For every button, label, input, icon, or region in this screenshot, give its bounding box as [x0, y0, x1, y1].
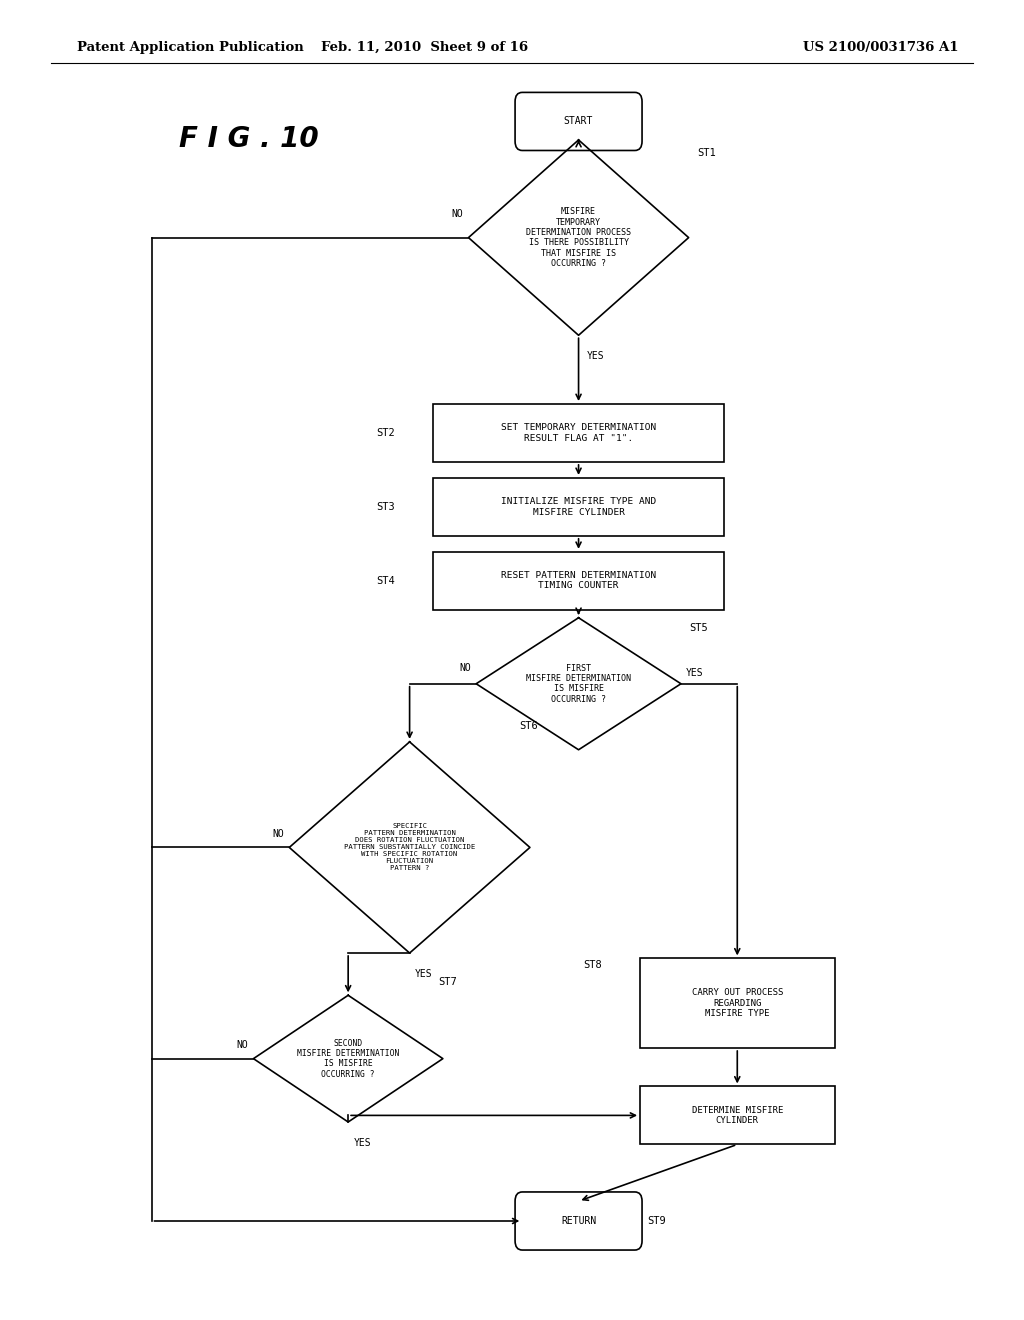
Text: YES: YES: [587, 351, 604, 362]
Text: ST3: ST3: [377, 502, 395, 512]
Text: ST1: ST1: [696, 148, 716, 158]
Bar: [432, 404, 725, 462]
Text: ST4: ST4: [377, 576, 395, 586]
Polygon shape: [254, 995, 442, 1122]
Text: SECOND
MISFIRE DETERMINATION
IS MISFIRE
OCCURRING ?: SECOND MISFIRE DETERMINATION IS MISFIRE …: [297, 1039, 399, 1078]
Text: NO: NO: [460, 663, 471, 673]
Bar: [432, 552, 725, 610]
Text: ST8: ST8: [584, 960, 602, 970]
FancyBboxPatch shape: [515, 1192, 642, 1250]
Text: DETERMINE MISFIRE
CYLINDER: DETERMINE MISFIRE CYLINDER: [691, 1106, 783, 1125]
Polygon shape: [476, 618, 681, 750]
Text: Patent Application Publication: Patent Application Publication: [77, 41, 303, 54]
Text: RESET PATTERN DETERMINATION
TIMING COUNTER: RESET PATTERN DETERMINATION TIMING COUNT…: [501, 572, 656, 590]
Text: F I G . 10: F I G . 10: [179, 124, 318, 153]
Text: US 2100/0031736 A1: US 2100/0031736 A1: [803, 41, 958, 54]
Text: RETURN: RETURN: [561, 1216, 596, 1226]
Polygon shape: [468, 140, 688, 335]
Text: ST6: ST6: [520, 721, 539, 731]
Bar: [640, 958, 835, 1048]
Text: ST2: ST2: [377, 428, 395, 438]
Text: ST7: ST7: [438, 977, 457, 987]
Text: FIRST
MISFIRE DETERMINATION
IS MISFIRE
OCCURRING ?: FIRST MISFIRE DETERMINATION IS MISFIRE O…: [526, 664, 631, 704]
Polygon shape: [290, 742, 530, 953]
Text: NO: NO: [272, 829, 285, 840]
Text: START: START: [564, 116, 593, 127]
Text: ST5: ST5: [689, 623, 708, 634]
Text: YES: YES: [686, 668, 703, 678]
Text: SET TEMPORARY DETERMINATION
RESULT FLAG AT "1".: SET TEMPORARY DETERMINATION RESULT FLAG …: [501, 424, 656, 442]
FancyBboxPatch shape: [515, 92, 642, 150]
Text: MISFIRE
TEMPORARY
DETERMINATION PROCESS
IS THERE POSSIBILITY
THAT MISFIRE IS
OCC: MISFIRE TEMPORARY DETERMINATION PROCESS …: [526, 207, 631, 268]
Text: SPECIFIC
PATTERN DETERMINATION
DOES ROTATION FLUCTUATION
PATTERN SUBSTANTIALLY C: SPECIFIC PATTERN DETERMINATION DOES ROTA…: [344, 824, 475, 871]
Text: YES: YES: [353, 1138, 371, 1148]
Text: YES: YES: [415, 969, 432, 979]
Bar: [432, 478, 725, 536]
Text: INITIALIZE MISFIRE TYPE AND
MISFIRE CYLINDER: INITIALIZE MISFIRE TYPE AND MISFIRE CYLI…: [501, 498, 656, 516]
Bar: [640, 1086, 835, 1144]
Text: ST9: ST9: [647, 1216, 666, 1226]
Text: NO: NO: [237, 1040, 249, 1051]
Text: NO: NO: [452, 209, 463, 219]
Text: Feb. 11, 2010  Sheet 9 of 16: Feb. 11, 2010 Sheet 9 of 16: [322, 41, 528, 54]
Text: CARRY OUT PROCESS
REGARDING
MISFIRE TYPE: CARRY OUT PROCESS REGARDING MISFIRE TYPE: [691, 989, 783, 1018]
